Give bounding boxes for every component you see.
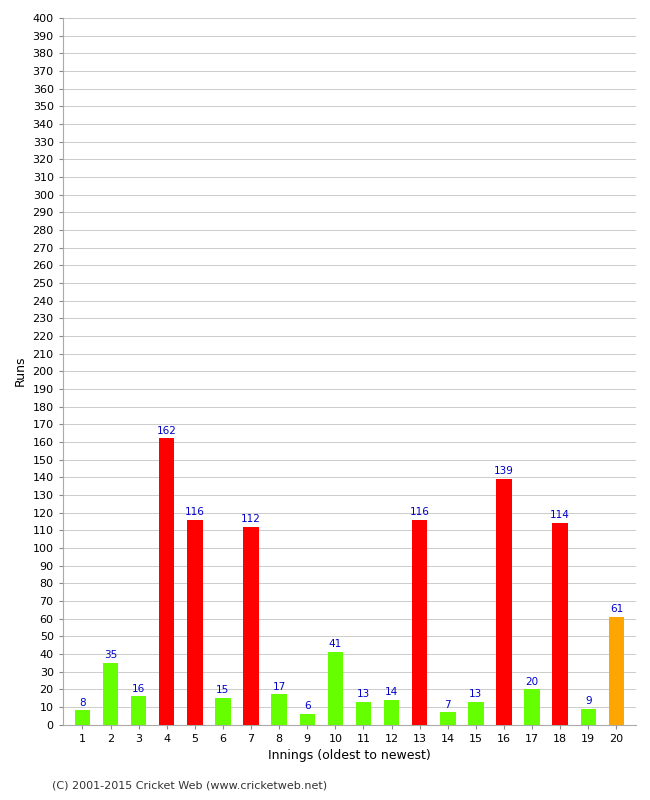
Bar — [131, 696, 146, 725]
Bar — [580, 709, 596, 725]
Bar — [497, 479, 512, 725]
Text: 15: 15 — [216, 686, 229, 695]
Text: (C) 2001-2015 Cricket Web (www.cricketweb.net): (C) 2001-2015 Cricket Web (www.cricketwe… — [52, 781, 327, 790]
Text: 7: 7 — [445, 699, 451, 710]
Bar — [159, 438, 174, 725]
Bar — [215, 698, 231, 725]
Y-axis label: Runs: Runs — [14, 356, 27, 386]
Bar — [243, 526, 259, 725]
Text: 13: 13 — [357, 689, 370, 699]
Text: 162: 162 — [157, 426, 177, 436]
Bar — [272, 694, 287, 725]
X-axis label: Innings (oldest to newest): Innings (oldest to newest) — [268, 749, 431, 762]
Bar — [384, 700, 399, 725]
Bar — [356, 702, 371, 725]
Bar — [468, 702, 484, 725]
Text: 139: 139 — [494, 466, 514, 476]
Bar — [552, 523, 568, 725]
Text: 9: 9 — [585, 696, 592, 706]
Text: 8: 8 — [79, 698, 86, 708]
Bar — [412, 520, 428, 725]
Bar — [300, 714, 315, 725]
Bar — [187, 520, 203, 725]
Text: 61: 61 — [610, 604, 623, 614]
Text: 114: 114 — [551, 510, 570, 521]
Bar — [75, 710, 90, 725]
Text: 116: 116 — [185, 507, 205, 517]
Bar — [103, 662, 118, 725]
Bar — [440, 712, 456, 725]
Text: 6: 6 — [304, 702, 311, 711]
Bar — [328, 652, 343, 725]
Text: 16: 16 — [132, 684, 145, 694]
Text: 17: 17 — [272, 682, 286, 692]
Text: 41: 41 — [329, 639, 342, 650]
Text: 13: 13 — [469, 689, 482, 699]
Text: 20: 20 — [526, 677, 539, 686]
Text: 14: 14 — [385, 687, 398, 697]
Bar — [525, 689, 540, 725]
Bar — [608, 617, 624, 725]
Text: 112: 112 — [241, 514, 261, 524]
Text: 116: 116 — [410, 507, 430, 517]
Text: 35: 35 — [104, 650, 117, 660]
